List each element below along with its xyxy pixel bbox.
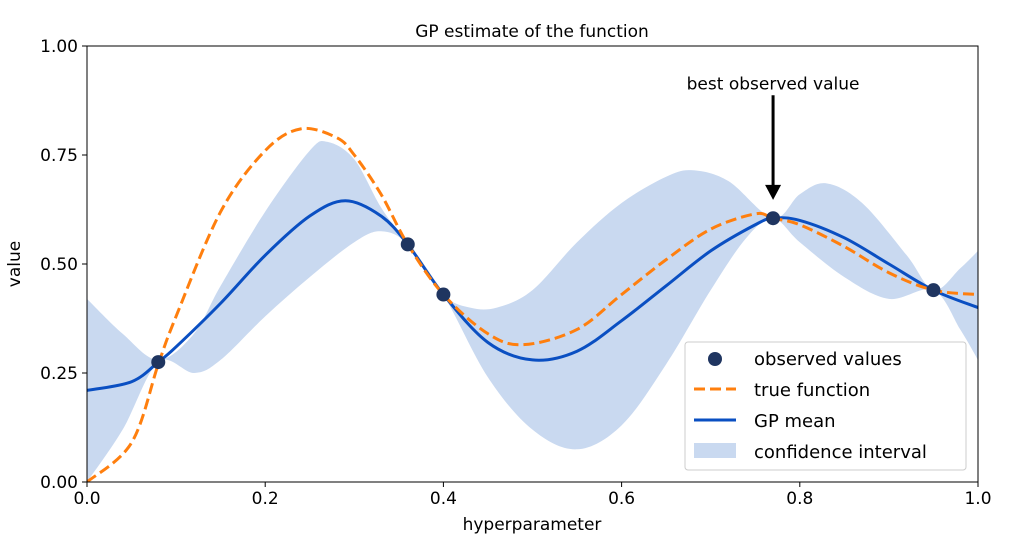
annotation-arrow-head [765, 184, 782, 200]
true-function-line [87, 126, 978, 482]
y-tick-label: 0.50 [40, 255, 78, 275]
chart-title: GP estimate of the function [415, 22, 649, 42]
legend-ci-patch [694, 443, 736, 458]
y-axis-label: value [5, 241, 25, 287]
x-tick-label: 1.0 [964, 489, 991, 509]
y-tick-label: 0.25 [40, 364, 78, 384]
x-tick-label: 0.6 [608, 489, 635, 509]
legend-mean-label: GP mean [754, 411, 836, 432]
observed-point [766, 211, 781, 226]
observed-point [400, 237, 415, 252]
legend-box [684, 341, 967, 471]
y-tick-label: 0.75 [40, 146, 78, 166]
legend: observed values true function GP mean co… [684, 341, 967, 471]
observed-point [926, 283, 941, 298]
x-tick-label: 0.0 [73, 489, 100, 509]
x-axis-label: hyperparameter [463, 515, 602, 535]
gp-mean-line [87, 199, 978, 392]
x-tick-label: 0.2 [252, 489, 279, 509]
observed-point [436, 287, 451, 302]
legend-true-label: true function [754, 380, 870, 401]
y-tick-label: 0.00 [40, 473, 78, 493]
legend-observed-marker [708, 352, 722, 366]
x-tick-label: 0.8 [786, 489, 813, 509]
legend-ci-label: confidence interval [754, 442, 927, 463]
annotation-text: best observed value [687, 74, 860, 94]
x-tick-label: 0.4 [430, 489, 457, 509]
legend-observed-label: observed values [754, 349, 902, 370]
observed-point [151, 355, 166, 370]
y-tick-label: 1.00 [40, 37, 78, 57]
